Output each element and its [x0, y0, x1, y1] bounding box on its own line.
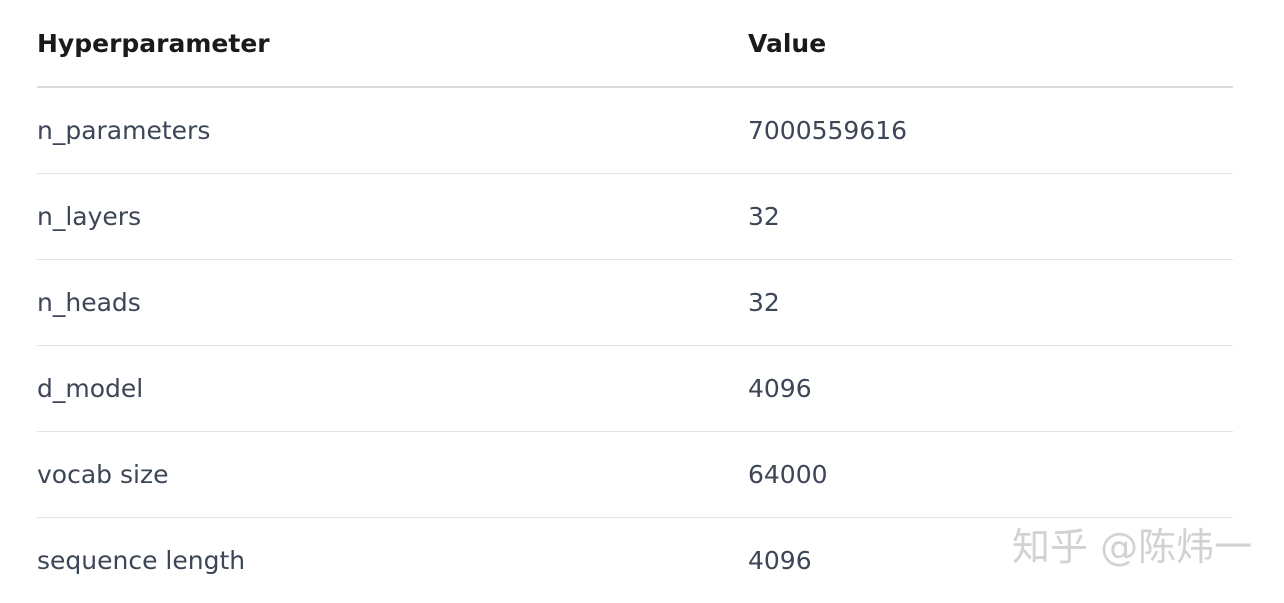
hyperparameter-name: vocab size	[37, 432, 748, 518]
table-row: n_layers 32	[37, 174, 1233, 260]
hyperparameter-value: 4096	[748, 346, 1233, 432]
table-row: n_heads 32	[37, 260, 1233, 346]
table-body: n_parameters 7000559616 n_layers 32 n_he…	[37, 87, 1233, 603]
hyperparameter-value: 7000559616	[748, 87, 1233, 174]
table-row: sequence length 4096	[37, 518, 1233, 603]
hyperparameter-table-container: Hyperparameter Value n_parameters 700055…	[37, 0, 1233, 603]
table-row: d_model 4096	[37, 346, 1233, 432]
table-row: n_parameters 7000559616	[37, 87, 1233, 174]
hyperparameter-name: sequence length	[37, 518, 748, 603]
column-header-value: Value	[748, 0, 1233, 87]
hyperparameter-name: n_heads	[37, 260, 748, 346]
hyperparameter-name: n_layers	[37, 174, 748, 260]
hyperparameter-value: 4096	[748, 518, 1233, 603]
hyperparameter-name: d_model	[37, 346, 748, 432]
header-row: Hyperparameter Value	[37, 0, 1233, 87]
hyperparameter-value: 32	[748, 260, 1233, 346]
hyperparameter-value: 32	[748, 174, 1233, 260]
hyperparameter-name: n_parameters	[37, 87, 748, 174]
column-header-hyperparameter: Hyperparameter	[37, 0, 748, 87]
hyperparameter-value: 64000	[748, 432, 1233, 518]
hyperparameter-table: Hyperparameter Value n_parameters 700055…	[37, 0, 1233, 603]
table-row: vocab size 64000	[37, 432, 1233, 518]
table-header: Hyperparameter Value	[37, 0, 1233, 87]
